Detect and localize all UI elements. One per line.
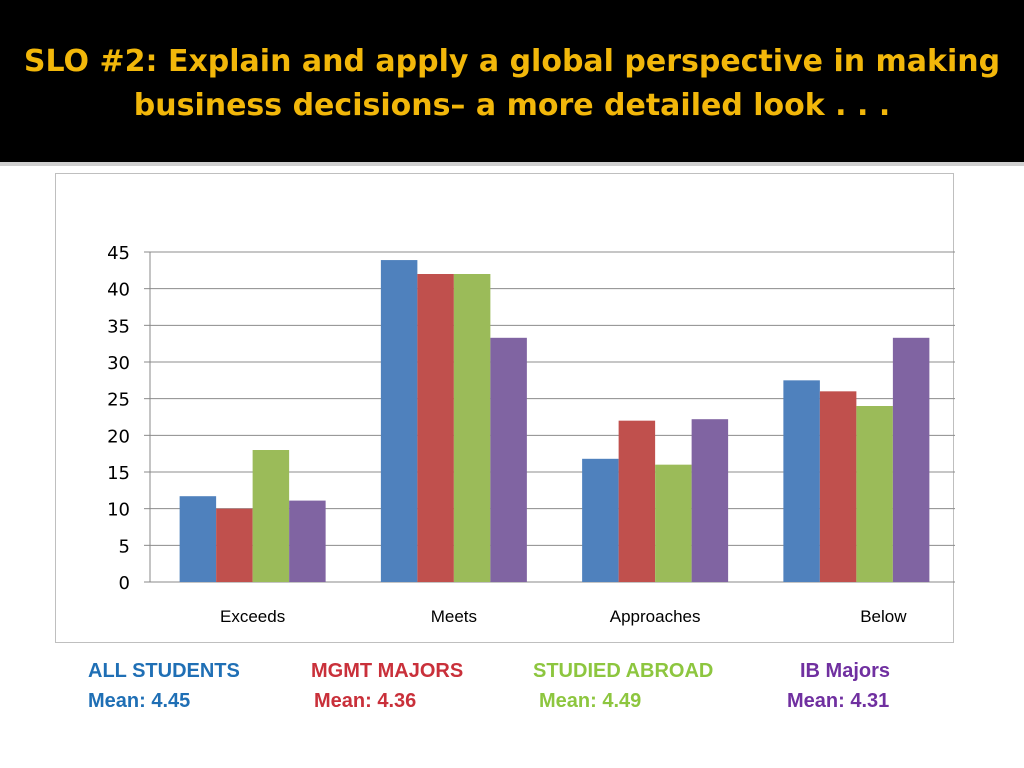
bar (691, 419, 729, 582)
bar (179, 496, 217, 582)
legend-mgmt-majors: MGMT MAJORS Mean: 4.36 (311, 656, 463, 716)
x-tick-label: Exceeds (220, 607, 285, 626)
legend-mean: Mean: 4.49 (539, 690, 642, 712)
y-tick-label: 5 (119, 536, 130, 557)
bar (783, 380, 820, 582)
legend-label: IB Majors (800, 660, 891, 682)
y-tick-label: 15 (107, 463, 130, 484)
slide-title: SLO #2: Explain and apply a global persp… (23, 44, 1001, 123)
title-divider (0, 162, 1024, 166)
y-tick-label: 20 (107, 426, 130, 447)
bar (417, 274, 454, 582)
bar (819, 391, 857, 582)
bar (216, 508, 253, 582)
legend-label: MGMT MAJORS (311, 660, 464, 682)
x-tick-label: Approaches (610, 607, 701, 626)
bar (582, 458, 619, 582)
legend-mean: Mean: 4.36 (314, 690, 417, 712)
y-tick-label: 10 (107, 500, 130, 521)
bar (618, 420, 656, 582)
legend-label: STUDIED ABROAD (533, 660, 714, 682)
legend-studied-abroad: STUDIED ABROAD Mean: 4.49 (533, 656, 713, 716)
bar (252, 450, 290, 582)
legend-ib-majors: IB Majors Mean: 4.31 (787, 656, 890, 716)
y-tick-label: 30 (107, 353, 130, 374)
bar (892, 337, 930, 582)
title-bar: SLO #2: Explain and apply a global persp… (0, 0, 1024, 162)
bar (453, 274, 491, 582)
y-tick-label: 45 (107, 243, 130, 264)
legend-mean: Mean: 4.31 (787, 690, 890, 712)
y-tick-label: 40 (107, 280, 130, 301)
bar (856, 406, 893, 582)
x-tick-label: Meets (431, 607, 477, 626)
y-tick-label: 35 (107, 316, 130, 337)
bar (289, 500, 326, 582)
legend-label: ALL STUDENTS (88, 660, 240, 682)
y-tick-label: 25 (107, 390, 130, 411)
legend-mean: Mean: 4.45 (88, 690, 191, 712)
legend-all-students: ALL STUDENTS Mean: 4.45 (88, 656, 240, 716)
bar (380, 260, 418, 582)
bar (490, 337, 527, 582)
y-tick-label: 0 (119, 573, 130, 594)
x-tick-label: Below (860, 607, 907, 626)
bar (655, 464, 692, 582)
